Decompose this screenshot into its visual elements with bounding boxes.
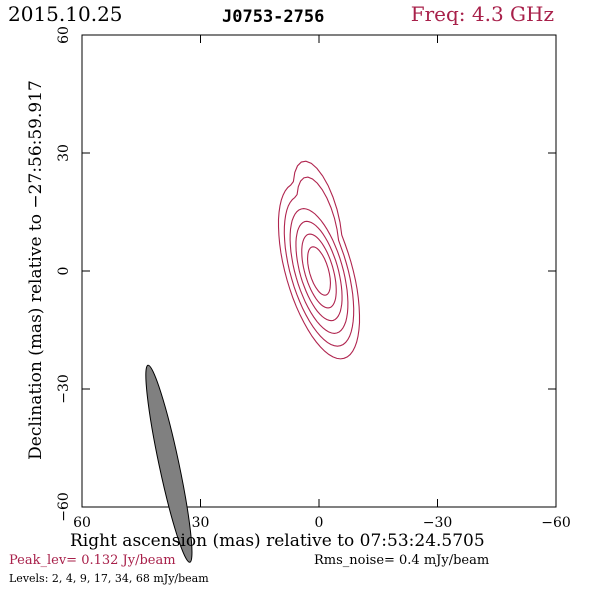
contour-level-17 bbox=[295, 220, 343, 322]
frequency-label: Freq: 4.3 GHz bbox=[410, 2, 554, 26]
observation-date: 2015.10.25 bbox=[8, 2, 123, 26]
y-tick-label: 0 bbox=[56, 267, 72, 276]
axis-ticks: 60 30 0 −30 −60 −60 −30 0 30 60 bbox=[56, 26, 571, 531]
contour-levels: Levels: 2, 4, 9, 17, 34, 68 mJy/beam bbox=[9, 572, 209, 585]
rms-noise: Rms_noise= 0.4 mJy/beam bbox=[314, 553, 490, 568]
source-name: J0753-2756 bbox=[222, 7, 325, 27]
beam-ellipse bbox=[145, 364, 193, 563]
x-tick-label: −30 bbox=[423, 515, 453, 531]
contour-group bbox=[277, 160, 361, 360]
y-axis-label: Declination (mas) relative to −27:56:59.… bbox=[26, 80, 46, 460]
contour-level-9 bbox=[289, 208, 349, 334]
contour-level-68 bbox=[306, 246, 332, 296]
contour-level-2 bbox=[277, 160, 361, 360]
x-tick-label: 0 bbox=[315, 515, 324, 531]
x-tick-label: 60 bbox=[73, 515, 91, 531]
y-tick-label: −60 bbox=[56, 492, 72, 522]
x-tick-label: −60 bbox=[541, 515, 571, 531]
x-tick-label: 30 bbox=[192, 515, 210, 531]
peak-level: Peak_lev= 0.132 Jy/beam bbox=[9, 553, 176, 568]
contour-level-34 bbox=[301, 233, 337, 309]
beam-ellipse-group bbox=[145, 364, 193, 563]
x-axis-label: Right ascension (mas) relative to 07:53:… bbox=[70, 531, 485, 551]
y-tick-label: 60 bbox=[56, 26, 72, 44]
y-tick-label: 30 bbox=[56, 144, 72, 162]
contour-level-4 bbox=[283, 176, 355, 347]
y-tick-label: −30 bbox=[56, 374, 72, 404]
